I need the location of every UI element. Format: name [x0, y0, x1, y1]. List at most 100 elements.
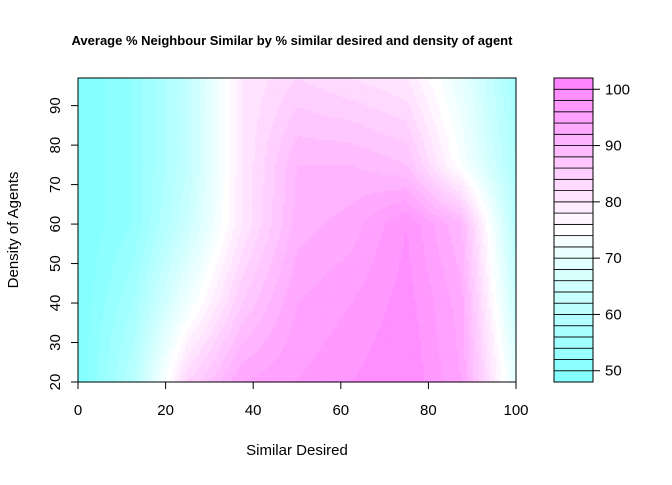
contour-cell	[501, 78, 505, 82]
contour-cell	[493, 85, 497, 89]
contour-cell	[282, 90, 286, 94]
contour-cell	[426, 85, 430, 89]
contour-cell	[361, 85, 365, 89]
contour-cell	[244, 90, 248, 94]
contour-cell	[496, 78, 500, 82]
contour-cell	[257, 87, 261, 92]
contour-cell	[334, 78, 338, 82]
contour-cell	[85, 80, 89, 84]
contour-cell	[349, 78, 353, 82]
contour-cell	[189, 92, 194, 97]
contour-cell	[264, 78, 268, 82]
contour-cell	[207, 92, 211, 97]
contour-cell	[267, 87, 271, 92]
contour-cell	[132, 87, 136, 92]
contour-cell	[458, 78, 462, 82]
contour-cell	[287, 80, 291, 84]
contour-cell	[87, 80, 92, 84]
contour-cell	[80, 87, 84, 92]
contour-cell	[140, 92, 144, 97]
contour-cell	[513, 85, 517, 89]
contour-cell	[239, 80, 243, 84]
contour-cell	[254, 82, 258, 87]
contour-cell	[511, 90, 515, 94]
contour-cell	[438, 78, 442, 82]
contour-cell	[511, 78, 515, 82]
contour-cell	[202, 78, 206, 82]
contour-cell	[264, 80, 268, 84]
contour-cell	[257, 90, 261, 94]
contour-cell	[453, 87, 457, 92]
contour-cell	[152, 82, 156, 87]
contour-cell	[314, 85, 318, 89]
contour-cell	[199, 80, 204, 84]
contour-cell	[309, 90, 313, 94]
contour-cell	[182, 92, 186, 97]
contour-cell	[110, 78, 114, 82]
contour-cell	[381, 78, 385, 82]
contour-cell	[391, 87, 395, 92]
contour-cell	[311, 82, 316, 87]
contour-cell	[344, 85, 348, 89]
contour-cell	[301, 87, 306, 92]
contour-cell	[254, 78, 258, 82]
contour-cell	[496, 80, 500, 84]
contour-cell	[478, 87, 482, 92]
contour-cell	[155, 85, 159, 89]
contour-cell	[150, 80, 154, 84]
contour-cell	[411, 90, 415, 94]
contour-cell	[82, 90, 87, 94]
contour-cell	[292, 80, 296, 84]
contour-cell	[242, 85, 246, 89]
contour-cell	[316, 85, 320, 89]
contour-cell	[85, 92, 89, 97]
contour-cell	[456, 82, 460, 87]
contour-cell	[413, 78, 418, 82]
contour-cell	[92, 87, 97, 92]
contour-cell	[326, 82, 330, 87]
contour-cell	[428, 85, 432, 89]
contour-cell	[324, 80, 328, 84]
contour-cell	[212, 78, 216, 82]
contour-cell	[297, 92, 301, 97]
contour-cell	[224, 87, 228, 92]
plot-area	[77, 77, 517, 383]
contour-cell	[498, 90, 502, 94]
contour-cell	[105, 85, 109, 89]
contour-cell	[294, 92, 298, 97]
contour-cell	[202, 92, 206, 97]
contour-cell	[172, 85, 176, 89]
contour-cell	[384, 80, 388, 84]
contour-cell	[177, 90, 181, 94]
contour-cell	[120, 80, 124, 84]
contour-cell	[100, 87, 104, 92]
contour-cell	[212, 82, 216, 87]
contour-cell	[406, 82, 410, 87]
contour-cell	[272, 78, 276, 82]
contour-cell	[150, 85, 154, 89]
contour-cell	[339, 85, 343, 89]
contour-cell	[326, 85, 330, 89]
contour-cell	[386, 87, 390, 92]
contour-cell	[384, 78, 388, 82]
contour-cell	[239, 90, 243, 94]
contour-cell	[282, 80, 286, 84]
contour-cell	[418, 92, 423, 97]
contour-cell	[299, 80, 303, 84]
contour-cell	[132, 80, 136, 84]
contour-cell	[309, 87, 313, 92]
contour-cell	[197, 82, 201, 87]
contour-cell	[135, 80, 139, 84]
contour-cell	[214, 90, 218, 94]
contour-cell	[199, 90, 204, 94]
contour-cell	[102, 87, 106, 92]
contour-cell	[259, 78, 263, 82]
contour-cell	[306, 87, 311, 92]
contour-cell	[274, 90, 278, 94]
contour-cell	[501, 82, 505, 87]
contour-cell	[82, 78, 87, 82]
contour-cell	[187, 80, 191, 84]
contour-cell	[259, 92, 263, 97]
contour-cell	[421, 78, 425, 82]
contour-cell	[272, 87, 276, 92]
